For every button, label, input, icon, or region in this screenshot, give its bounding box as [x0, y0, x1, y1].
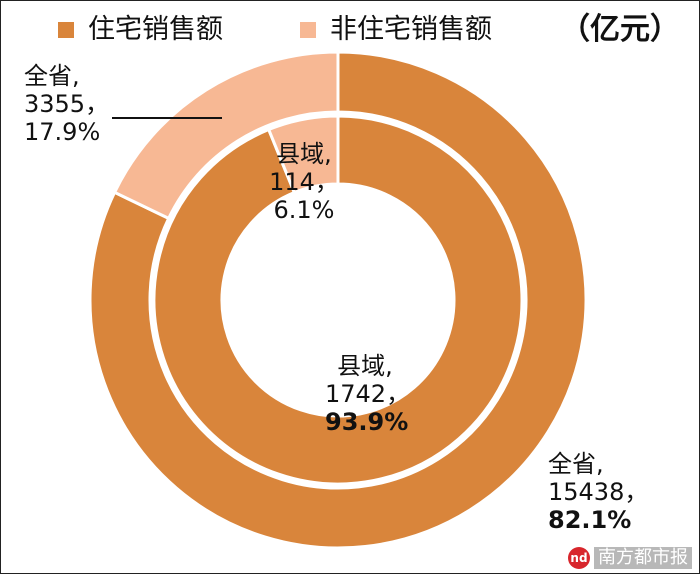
label-inner-residential-value: 1742，	[325, 380, 411, 408]
outer-ring-slice-nonresidential	[112, 50, 340, 221]
watermark-text: 南方都市报	[594, 547, 692, 569]
label-outer-residential-name: 全省,	[548, 450, 604, 478]
watermark: nd 南方都市报	[568, 546, 692, 570]
legend: 住宅销售额 非住宅销售额 （亿元）	[0, 10, 700, 50]
legend-label-residential: 住宅销售额	[88, 14, 223, 45]
inner-ring-slice-residential	[152, 114, 524, 486]
label-inner-residential-name: 县域,	[337, 352, 393, 380]
outer-ring-slice-residential	[88, 50, 588, 550]
label-outer-nonresidential: 全省, 3355， 17.9%	[24, 62, 109, 146]
label-outer-nonresidential-name: 全省,	[24, 62, 80, 90]
unit-label: （亿元）	[560, 12, 680, 47]
label-inner-nonresidential: 县域, 114， 6.1%	[268, 140, 340, 224]
legend-label-nonresidential: 非住宅销售额	[330, 14, 492, 45]
newspaper-logo-icon: nd	[568, 547, 590, 569]
label-outer-nonresidential-value: 3355，	[24, 90, 110, 118]
legend-swatch-residential	[58, 22, 74, 38]
label-outer-residential-value: 15438，	[548, 478, 649, 506]
label-outer-residential: 全省, 15438， 82.1%	[548, 450, 648, 534]
label-inner-nonresidential-pct: 6.1%	[273, 196, 335, 224]
label-inner-residential-pct: 93.9%	[325, 408, 409, 436]
label-outer-nonresidential-pct: 17.9%	[24, 118, 101, 146]
legend-swatch-nonresidential	[300, 22, 316, 38]
inner-ring-slice-nonresidential	[266, 114, 340, 195]
label-outer-residential-pct: 82.1%	[548, 506, 632, 534]
label-inner-nonresidential-name: 县域,	[276, 140, 332, 168]
label-inner-nonresidential-value: 114，	[269, 168, 339, 196]
label-inner-residential: 县域, 1742， 93.9%	[325, 352, 411, 436]
